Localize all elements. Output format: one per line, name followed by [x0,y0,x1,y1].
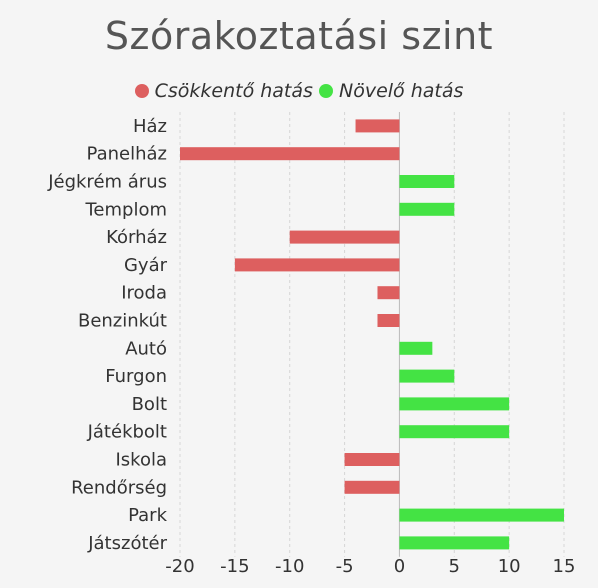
bar [355,119,400,133]
category-label: Gyár [124,255,168,276]
x-tick-label: -20 [165,556,194,577]
legend-label-positive: Növelő hatás [338,80,464,102]
x-tick-label: 5 [449,556,460,577]
category-label: Ház [133,116,167,137]
legend-item-negative[interactable]: Csökkentő hatás [134,80,313,102]
legend: Csökkentő hatás Növelő hatás [0,80,598,103]
category-label: Bolt [132,394,167,415]
chart-title: Szórakoztatási szint [104,14,494,58]
bar [344,480,400,494]
category-label: Park [128,505,167,526]
bar [234,258,400,272]
category-label: Furgon [105,366,167,387]
bar [377,286,400,300]
bar [399,202,455,216]
x-tick-label: -5 [336,556,354,577]
bar [399,369,455,383]
bar [289,230,400,244]
category-label: Rendőrség [71,477,167,498]
bar [180,147,400,161]
x-tick-label: 0 [394,556,405,577]
category-label: Kórház [106,227,167,248]
category-label: Iroda [121,283,167,304]
category-label: Játszótér [87,533,167,554]
category-label: Játékbolt [87,422,167,443]
bar [399,175,455,188]
x-tick-label: -10 [275,556,304,577]
bar [344,453,400,466]
x-tick-label: 15 [553,556,576,577]
category-label: Jégkrém árus [47,172,167,193]
bar [399,341,433,355]
bar [399,425,510,439]
legend-marker-negative [134,84,149,98]
bar [377,314,400,327]
x-tick-label: 10 [498,556,521,577]
legend-label-negative: Csökkentő hatás [154,80,313,102]
legend-item-positive[interactable]: Növelő hatás [318,80,464,102]
category-label: Panelház [87,144,167,165]
category-label: Autó [125,338,167,359]
category-label: Templom [84,199,167,220]
bar [399,536,510,550]
category-label: Benzinkút [78,311,167,332]
category-label: Iskola [115,450,167,471]
bar [399,508,564,522]
x-tick-label: -15 [220,556,249,577]
legend-marker-positive [318,84,333,98]
bar [399,397,510,411]
